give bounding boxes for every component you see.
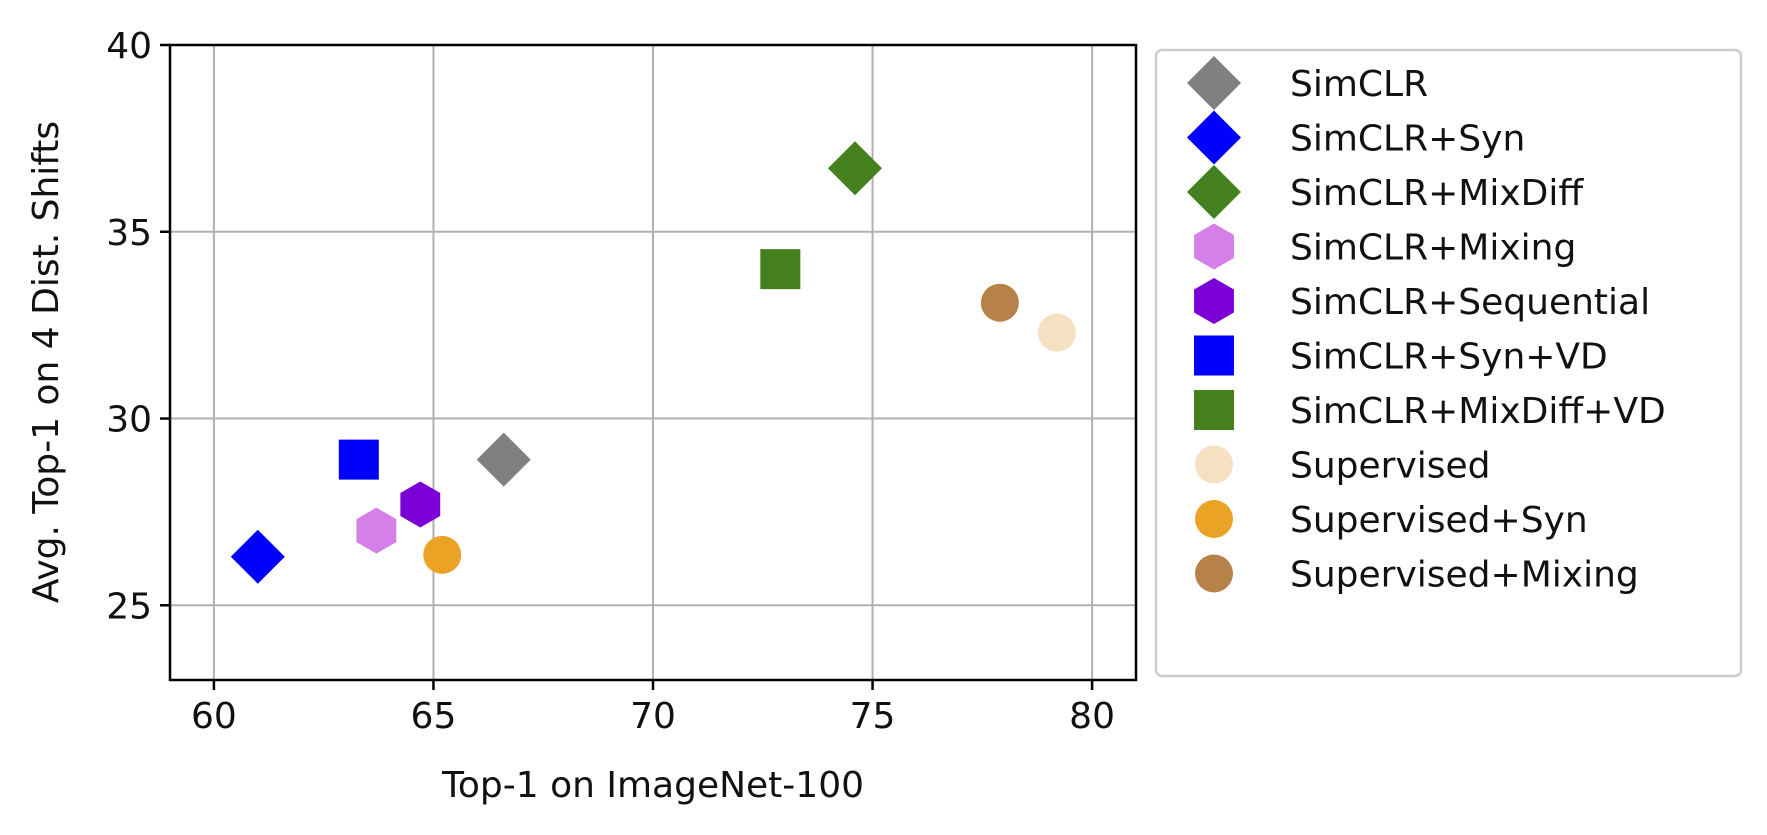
legend-marker-simclr-syn-vd bbox=[1194, 335, 1234, 376]
x-tick-label: 60 bbox=[191, 696, 237, 737]
legend-label-simclr-syn-vd: SimCLR+Syn+VD bbox=[1290, 337, 1608, 378]
point-simclr-mixing bbox=[356, 507, 397, 554]
y-axis-ticks: 25 30 35 40 bbox=[106, 26, 170, 627]
legend-marker-simclr-sequential bbox=[1194, 278, 1234, 324]
legend-marker-simclr bbox=[1187, 56, 1241, 110]
grid bbox=[170, 44, 1136, 680]
point-simclr-syn bbox=[230, 529, 285, 584]
legend-box bbox=[1154, 48, 1743, 678]
y-tick-label: 25 bbox=[106, 586, 152, 627]
y-axis-label: Avg. Top-1 on 4 Dist. Shifts bbox=[26, 121, 67, 603]
legend: SimCLR SimCLR+Syn SimCLR+MixDiff SimCLR+Mix… bbox=[1154, 48, 1743, 678]
point-simclr-syn-vd bbox=[338, 439, 379, 480]
legend-marker-supervised bbox=[1195, 445, 1233, 484]
point-simclr-sequential bbox=[400, 481, 441, 528]
legend-marker-simclr-mixdiff-vd bbox=[1194, 390, 1234, 430]
data-points bbox=[230, 141, 1076, 584]
legend-marker-simclr-mixing bbox=[1194, 223, 1234, 270]
point-supervised-syn bbox=[423, 535, 462, 574]
legend-items: SimCLR SimCLR+Syn SimCLR+MixDiff SimCLR+Mix… bbox=[1187, 56, 1666, 596]
x-tick-label: 80 bbox=[1069, 696, 1115, 737]
x-tick-label: 65 bbox=[411, 696, 457, 737]
legend-label-simclr-mixing: SimCLR+Mixing bbox=[1290, 228, 1576, 269]
legend-marker-supervised-mixing bbox=[1195, 554, 1233, 593]
x-axis-label: Top-1 on ImageNet-100 bbox=[441, 765, 864, 806]
point-supervised bbox=[1037, 313, 1076, 352]
y-tick-label: 30 bbox=[106, 400, 152, 441]
legend-label-supervised: Supervised bbox=[1290, 446, 1491, 487]
x-tick-label: 75 bbox=[850, 696, 896, 737]
legend-label-simclr: SimCLR bbox=[1290, 64, 1428, 105]
x-axis-ticks: 60 65 70 75 80 bbox=[191, 680, 1115, 737]
point-simclr-mixdiff-vd bbox=[760, 249, 801, 290]
legend-marker-supervised-syn bbox=[1195, 500, 1233, 538]
legend-label-supervised-syn: Supervised+Syn bbox=[1290, 500, 1588, 541]
y-tick-label: 35 bbox=[106, 213, 152, 254]
legend-label-simclr-mixdiff-vd: SimCLR+MixDiff+VD bbox=[1290, 391, 1666, 432]
y-tick-label: 40 bbox=[106, 26, 152, 67]
point-supervised-mixing bbox=[980, 283, 1019, 322]
legend-marker-simclr-syn bbox=[1187, 110, 1241, 165]
legend-label-supervised-mixing: Supervised+Mixing bbox=[1290, 555, 1639, 596]
x-tick-label: 70 bbox=[630, 696, 676, 737]
legend-marker-simclr-mixdiff bbox=[1187, 165, 1241, 219]
legend-label-simclr-mixdiff: SimCLR+MixDiff bbox=[1290, 173, 1584, 214]
point-simclr bbox=[476, 432, 531, 487]
point-simclr-mixdiff bbox=[827, 141, 882, 196]
legend-label-simclr-syn: SimCLR+Syn bbox=[1290, 119, 1525, 160]
legend-label-simclr-sequential: SimCLR+Sequential bbox=[1290, 282, 1650, 323]
